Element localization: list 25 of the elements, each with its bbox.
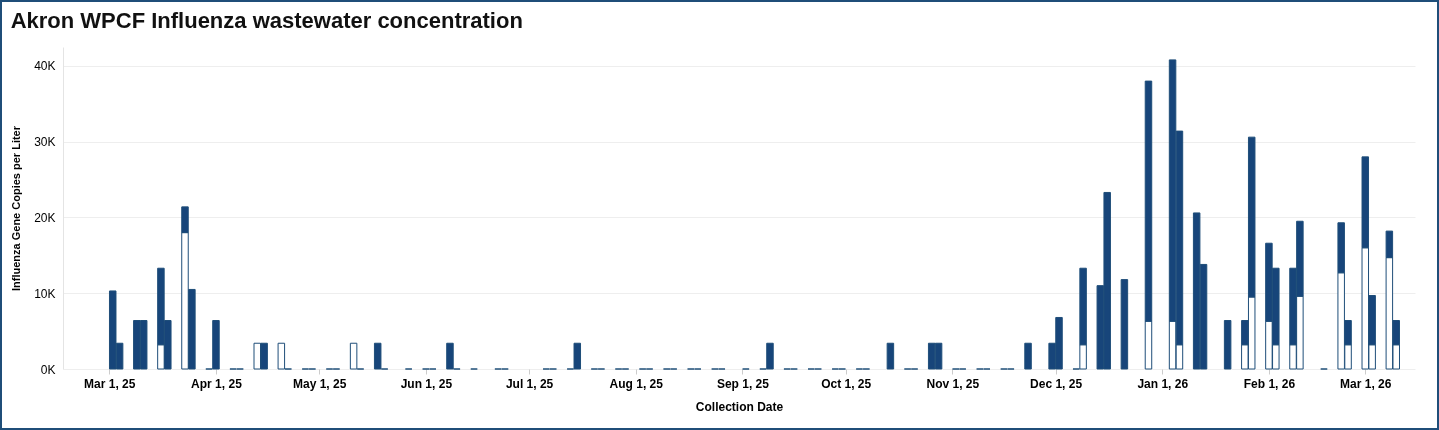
x-tick-label: Mar 1, 25	[84, 376, 136, 391]
x-tick-label: Feb 1, 26	[1243, 376, 1296, 391]
chart-title: Akron WPCF Influenza wastewater concentration	[10, 8, 523, 33]
y-tick-label: 30K	[34, 135, 56, 150]
y-tick-label: 0K	[40, 362, 56, 377]
bar	[886, 342, 895, 370]
x-tick-label: Oct 1, 25	[821, 376, 872, 391]
x-tick-label: May 1, 25	[293, 376, 347, 391]
x-tick-label: Jul 1, 25	[505, 376, 554, 391]
y-tick-label: 20K	[34, 210, 56, 225]
x-tick-label: Apr 1, 25	[191, 376, 243, 391]
x-tick-label: Nov 1, 25	[926, 376, 980, 391]
x-tick-label: Aug 1, 25	[609, 376, 664, 391]
bar	[1024, 342, 1032, 370]
x-tick-label: Sep 1, 25	[716, 376, 770, 391]
y-tick-label: 40K	[34, 59, 56, 74]
x-axis-title: Collection Date	[695, 399, 784, 414]
x-tick-label: Jun 1, 25	[400, 376, 453, 391]
bar	[1223, 320, 1232, 370]
x-tick-label: Jan 1, 26	[1137, 376, 1189, 391]
x-tick-label: Dec 1, 25	[1030, 376, 1083, 391]
bar	[1120, 279, 1129, 370]
y-axis-title: Influenza Gene Copies per Liter	[10, 125, 23, 292]
x-tick-label: Mar 1, 26	[1340, 376, 1392, 391]
y-tick-label: 10K	[34, 286, 56, 301]
